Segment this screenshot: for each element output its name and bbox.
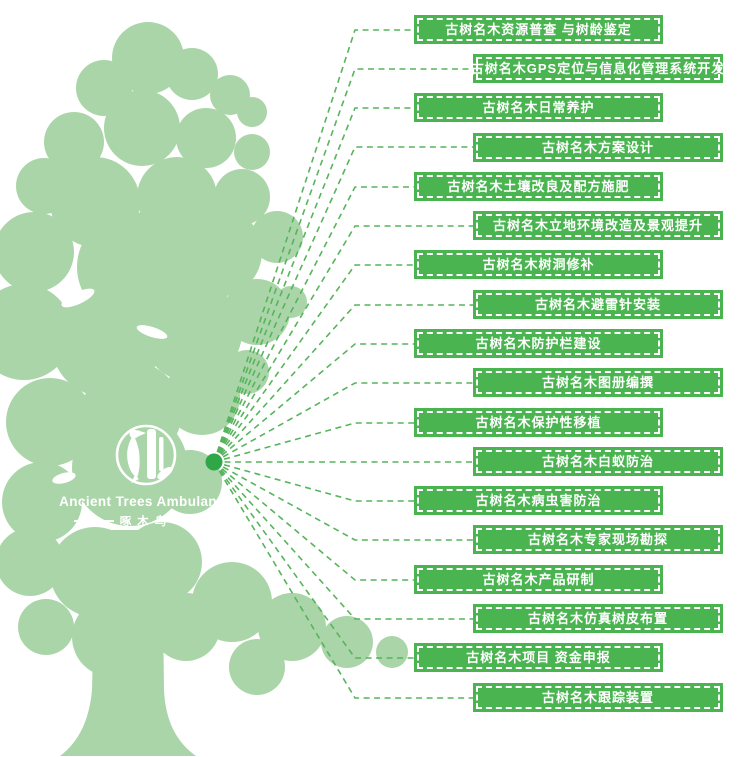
service-label: 古树名木避雷针安装	[534, 297, 661, 312]
service-label: 古树名木病虫害防治	[475, 493, 602, 508]
service-banner-expert-survey: 古树名木专家现场勘探	[473, 525, 723, 554]
service-banner-pest-control: 古树名木病虫害防治	[414, 486, 663, 515]
service-label: 古树名木保护性移植	[475, 415, 602, 430]
connector-hub-dot	[205, 453, 223, 471]
logo-right-line	[178, 520, 219, 522]
tree-silhouette	[0, 22, 408, 756]
service-banner-hollow-repair: 古树名木树洞修补	[414, 250, 663, 279]
service-banner-soil-improvement: 古树名木土壤改良及配方施肥	[414, 172, 663, 201]
service-banner-site-environment: 古树名木立地环境改造及景观提升	[473, 211, 723, 240]
service-label: 古树名木树洞修补	[482, 257, 595, 272]
service-banner-gps-system: 古树名木GPS定位与信息化管理系统开发	[470, 54, 726, 83]
service-banner-product-development: 古树名木产品研制	[414, 565, 663, 594]
service-banner-lightning-rod: 古树名木避雷针安装	[473, 290, 723, 319]
service-label: 古树名木白蚁防治	[541, 454, 654, 469]
service-label: 古树名木跟踪装置	[541, 690, 654, 705]
dashed-connector-lines	[213, 29, 473, 699]
logo-left-line	[73, 520, 114, 522]
service-banner-resource-survey: 古树名木资源普查 与树龄鉴定	[414, 15, 663, 44]
service-label: 古树名木土壤改良及配方施肥	[447, 179, 630, 194]
service-label: 古树名木专家现场勘探	[527, 532, 668, 547]
service-label: 古树名木立地环境改造及景观提升	[492, 218, 703, 233]
logo-subtitle: 啄木鸟	[119, 516, 173, 528]
logo-title: Ancient Trees Ambulance	[59, 494, 233, 509]
service-label: 古树名木仿真树皮布置	[527, 611, 668, 626]
service-label: 古树名木方案设计	[541, 140, 654, 155]
service-banner-protective-fence: 古树名木防护栏建设	[414, 329, 663, 358]
service-banner-artificial-bark: 古树名木仿真树皮布置	[473, 604, 723, 633]
crown-gap-accents	[52, 288, 220, 553]
logo-subtitle-row: 啄木鸟	[34, 513, 258, 529]
service-banner-termite-control: 古树名木白蚁防治	[473, 447, 723, 476]
service-label: 古树名木产品研制	[482, 572, 595, 587]
service-banner-album-compilation: 古树名木图册编撰	[473, 368, 723, 397]
service-label: 古树名木资源普查 与树龄鉴定	[445, 22, 632, 37]
service-banner-project-funding: 古树名木项目 资金申报	[414, 643, 663, 672]
service-banner-daily-care: 古树名木日常养护	[414, 93, 663, 122]
service-label: 古树名木图册编撰	[541, 375, 654, 390]
service-label: 古树名木防护栏建设	[475, 336, 602, 351]
service-banner-tracking-device: 古树名木跟踪装置	[473, 683, 723, 712]
service-label: 古树名木项目 资金申报	[466, 650, 611, 665]
service-label: 古树名木日常养护	[482, 100, 595, 115]
woodpecker-tree-emblem-icon	[115, 424, 177, 486]
service-banner-protective-transplant: 古树名木保护性移植	[414, 408, 663, 437]
service-label: 古树名木GPS定位与信息化管理系统开发	[470, 61, 726, 76]
logo: Ancient Trees Ambulance 啄木鸟	[34, 417, 258, 529]
service-banner-plan-design: 古树名木方案设计	[473, 133, 723, 162]
